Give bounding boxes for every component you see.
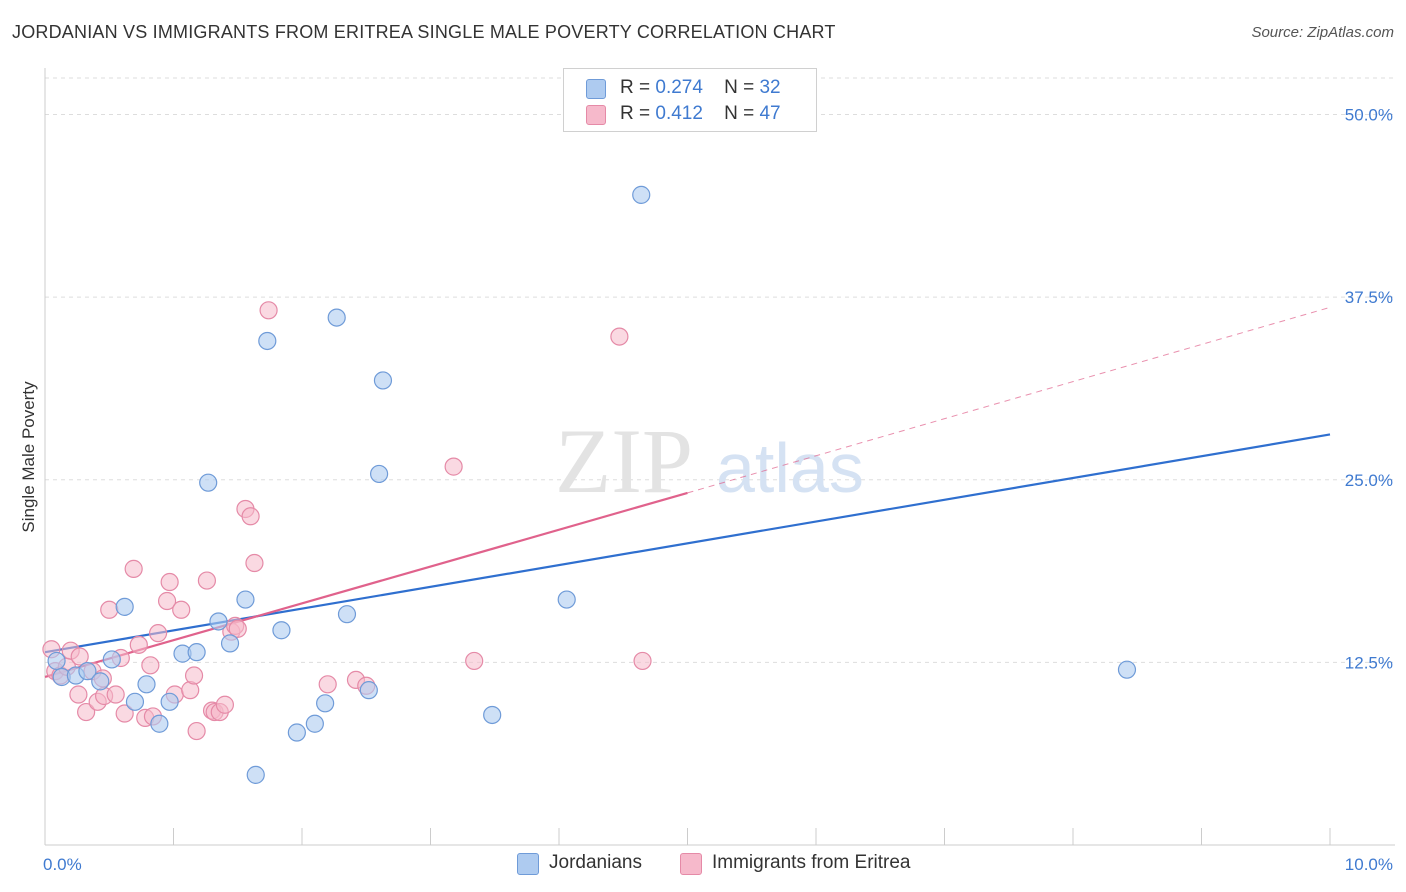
point-eritrea bbox=[444, 457, 463, 476]
chart-title: JORDANIAN VS IMMIGRANTS FROM ERITREA SIN… bbox=[12, 22, 836, 42]
point-jordanians bbox=[246, 765, 265, 784]
point-jordanians bbox=[1117, 660, 1137, 679]
watermark-zip: ZIP bbox=[555, 410, 693, 512]
legend-r-value-2: 0.412 bbox=[655, 103, 703, 124]
point-eritrea bbox=[187, 721, 206, 741]
trend-line-eritrea-extension bbox=[687, 306, 1331, 494]
point-eritrea bbox=[141, 656, 160, 675]
point-eritrea bbox=[228, 619, 247, 638]
y-tick-label: 12.5% bbox=[1345, 653, 1393, 672]
legend-r-label: R = bbox=[620, 103, 651, 124]
point-jordanians bbox=[115, 597, 134, 616]
point-jordanians bbox=[47, 651, 66, 671]
point-jordanians bbox=[209, 612, 228, 631]
point-eritrea bbox=[465, 651, 484, 671]
bottom-legend-label-jordanians: Jordanians bbox=[549, 852, 642, 873]
point-jordanians bbox=[305, 714, 324, 733]
point-eritrea bbox=[124, 559, 143, 578]
legend-r-label: R = bbox=[620, 77, 651, 98]
point-eritrea bbox=[259, 301, 278, 320]
legend-r-value-1: 0.274 bbox=[655, 77, 703, 98]
correlation-legend: R = 0.274 N = 32 R = 0.412 N = 47 bbox=[563, 68, 817, 132]
y-tick-label: 37.5% bbox=[1345, 288, 1393, 307]
point-jordanians bbox=[160, 692, 179, 711]
y-tick-label: 50.0% bbox=[1345, 106, 1393, 125]
point-eritrea bbox=[241, 507, 260, 526]
point-eritrea bbox=[106, 685, 125, 704]
point-jordanians bbox=[316, 694, 335, 713]
grid-lines bbox=[45, 77, 1395, 663]
legend-n-label: N = bbox=[724, 77, 755, 98]
point-jordanians bbox=[359, 681, 378, 700]
point-jordanians bbox=[337, 605, 357, 624]
point-eritrea bbox=[157, 591, 177, 611]
x-tick-label-min: 0.0% bbox=[43, 855, 82, 874]
point-eritrea bbox=[172, 600, 191, 619]
point-eritrea bbox=[318, 675, 337, 694]
trend-line-eritrea bbox=[44, 491, 688, 679]
point-jordanians bbox=[632, 185, 651, 204]
point-jordanians bbox=[91, 672, 110, 691]
point-jordanians bbox=[102, 650, 121, 669]
point-jordanians bbox=[287, 723, 306, 742]
trend-lines bbox=[44, 306, 1331, 679]
point-jordanians bbox=[236, 590, 255, 609]
point-jordanians bbox=[370, 464, 389, 484]
point-eritrea bbox=[115, 704, 134, 723]
point-jordanians bbox=[557, 590, 576, 609]
point-jordanians bbox=[137, 675, 156, 694]
point-jordanians bbox=[327, 308, 346, 327]
y-axis-title: Single Male Poverty bbox=[19, 381, 38, 533]
point-eritrea bbox=[245, 553, 264, 573]
point-jordanians bbox=[187, 643, 206, 662]
y-tick-label: 25.0% bbox=[1345, 471, 1393, 490]
legend-n-value-2: 47 bbox=[759, 103, 781, 124]
legend-n-label: N = bbox=[724, 103, 755, 124]
point-jordanians bbox=[373, 371, 393, 390]
watermark-atlas: atlas bbox=[716, 429, 864, 507]
data-points bbox=[42, 185, 1137, 784]
watermark: ZIP atlas bbox=[555, 410, 864, 512]
point-jordanians bbox=[125, 692, 145, 711]
point-jordanians bbox=[220, 634, 240, 653]
axes bbox=[44, 68, 1395, 846]
point-eritrea bbox=[197, 571, 217, 590]
point-eritrea bbox=[77, 702, 96, 722]
bottom-legend-label-eritrea: Immigrants from Eritrea bbox=[712, 852, 911, 873]
point-jordanians bbox=[78, 662, 97, 681]
point-eritrea bbox=[184, 666, 204, 685]
legend-swatch-blue bbox=[586, 79, 606, 99]
x-tick-label-max: 10.0% bbox=[1345, 855, 1393, 874]
legend-swatch-pink bbox=[586, 105, 606, 125]
point-eritrea bbox=[129, 635, 148, 654]
bottom-legend-swatch-blue bbox=[517, 853, 539, 875]
point-jordanians bbox=[258, 331, 277, 351]
legend-n-value-1: 32 bbox=[759, 77, 781, 98]
point-jordanians bbox=[150, 714, 169, 733]
point-eritrea bbox=[633, 651, 652, 671]
bottom-legend-swatch-pink bbox=[680, 853, 702, 875]
point-eritrea bbox=[215, 695, 234, 714]
tick-labels: 12.5% 25.0% 37.5% 50.0% 0.0% 10.0% bbox=[43, 106, 1393, 874]
point-eritrea bbox=[610, 327, 629, 346]
point-jordanians bbox=[199, 473, 218, 492]
point-jordanians bbox=[483, 705, 502, 725]
source-credit: Source: ZipAtlas.com bbox=[1251, 24, 1394, 41]
point-jordanians bbox=[272, 621, 291, 640]
point-eritrea bbox=[148, 624, 168, 643]
point-eritrea bbox=[70, 647, 89, 666]
point-eritrea bbox=[160, 572, 179, 592]
point-eritrea bbox=[100, 600, 119, 619]
point-eritrea bbox=[69, 685, 88, 704]
